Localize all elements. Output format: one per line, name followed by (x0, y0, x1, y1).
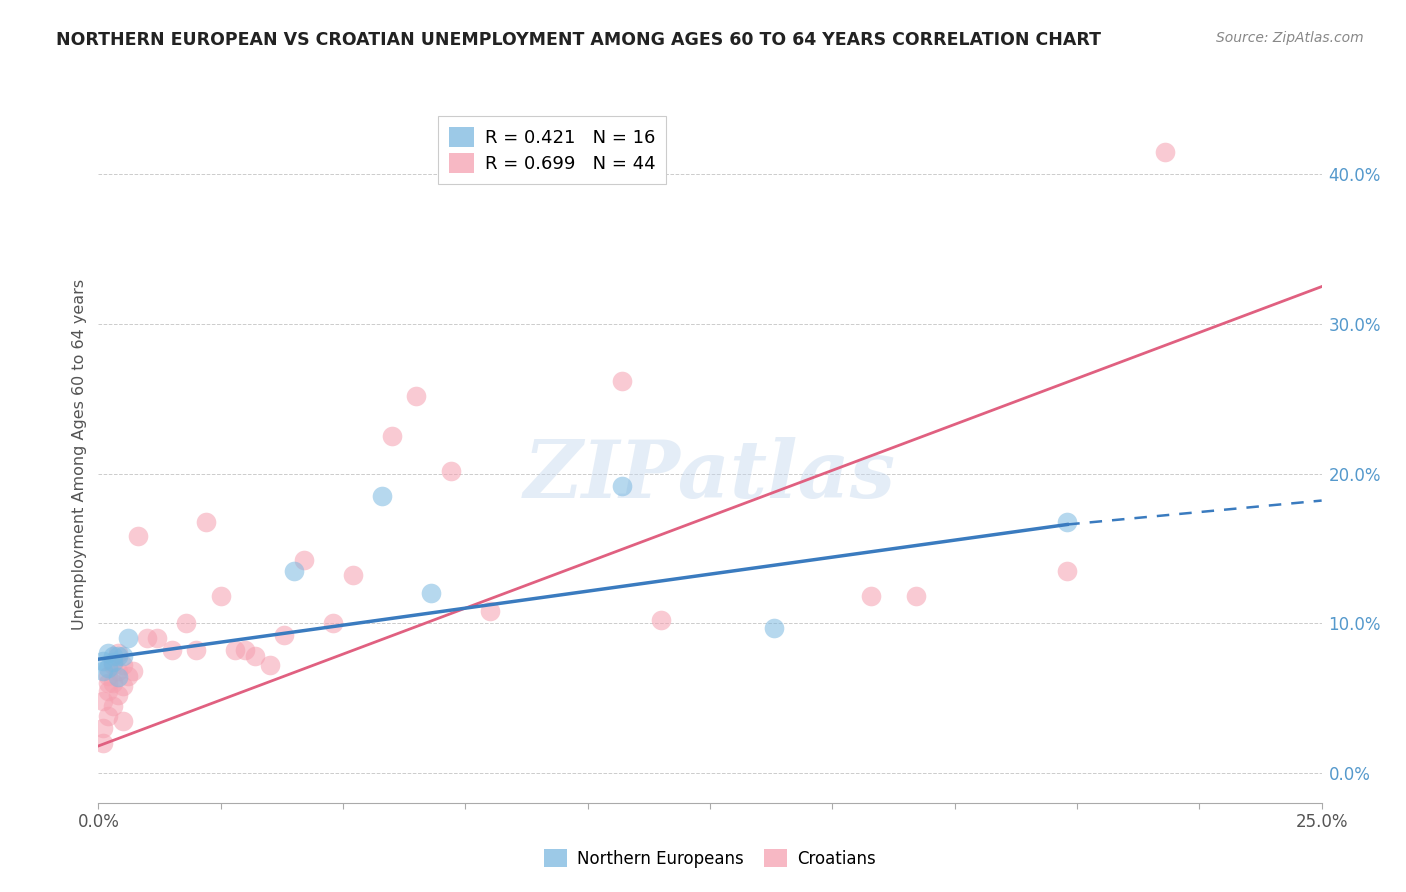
Point (91, 654, 114, 668)
Point (860, 590, 883, 604)
Point (610, 478, 633, 492)
Point (160, 643, 183, 657)
Point (127, 529, 149, 543)
Point (101, 649, 124, 664)
Point (107, 670, 129, 684)
Point (478, 604, 501, 618)
Point (381, 429, 404, 443)
Point (259, 658, 281, 673)
Point (322, 616, 344, 631)
Point (97, 668, 120, 682)
Point (101, 676, 124, 690)
Point (107, 649, 129, 664)
Text: Source: ZipAtlas.com: Source: ZipAtlas.com (1216, 31, 1364, 45)
Point (420, 586, 443, 600)
Point (273, 628, 295, 642)
Point (233, 643, 256, 657)
Y-axis label: Unemployment Among Ages 60 to 64 years: Unemployment Among Ages 60 to 64 years (72, 279, 87, 631)
Point (292, 553, 315, 567)
Point (209, 590, 232, 604)
Point (97, 683, 120, 698)
Point (117, 668, 139, 682)
Point (371, 489, 394, 503)
Point (1056, 564, 1078, 578)
Point (107, 664, 129, 678)
Point (107, 688, 129, 702)
Point (101, 655, 124, 669)
Point (107, 646, 129, 660)
Point (904, 590, 927, 604)
Point (1056, 515, 1078, 529)
Point (195, 515, 218, 529)
Point (440, 464, 463, 478)
Point (176, 616, 198, 631)
Point (97, 709, 120, 723)
Point (610, 374, 633, 388)
Point (97, 676, 120, 690)
Point (342, 568, 364, 582)
Point (762, 621, 785, 635)
Point (186, 643, 208, 657)
Point (405, 389, 427, 403)
Point (91, 694, 114, 708)
Point (97, 646, 120, 660)
Point (117, 631, 139, 645)
Point (97, 661, 120, 675)
Point (111, 679, 134, 693)
Point (121, 664, 143, 678)
Legend: Northern Europeans, Croatians: Northern Europeans, Croatians (537, 842, 883, 874)
Point (146, 631, 169, 645)
Point (91, 736, 114, 750)
Text: NORTHERN EUROPEAN VS CROATIAN UNEMPLOYMENT AMONG AGES 60 TO 64 YEARS CORRELATION: NORTHERN EUROPEAN VS CROATIAN UNEMPLOYME… (56, 31, 1101, 49)
Point (111, 658, 134, 673)
Point (101, 658, 124, 673)
Point (283, 564, 305, 578)
Point (91, 664, 114, 678)
Point (101, 698, 124, 713)
Point (111, 649, 134, 664)
Text: ZIPatlas: ZIPatlas (524, 437, 896, 515)
Point (91, 721, 114, 735)
Point (650, 613, 672, 627)
Point (111, 714, 134, 728)
Point (224, 643, 246, 657)
Point (136, 631, 159, 645)
Point (243, 649, 266, 664)
Point (1154, 145, 1177, 159)
